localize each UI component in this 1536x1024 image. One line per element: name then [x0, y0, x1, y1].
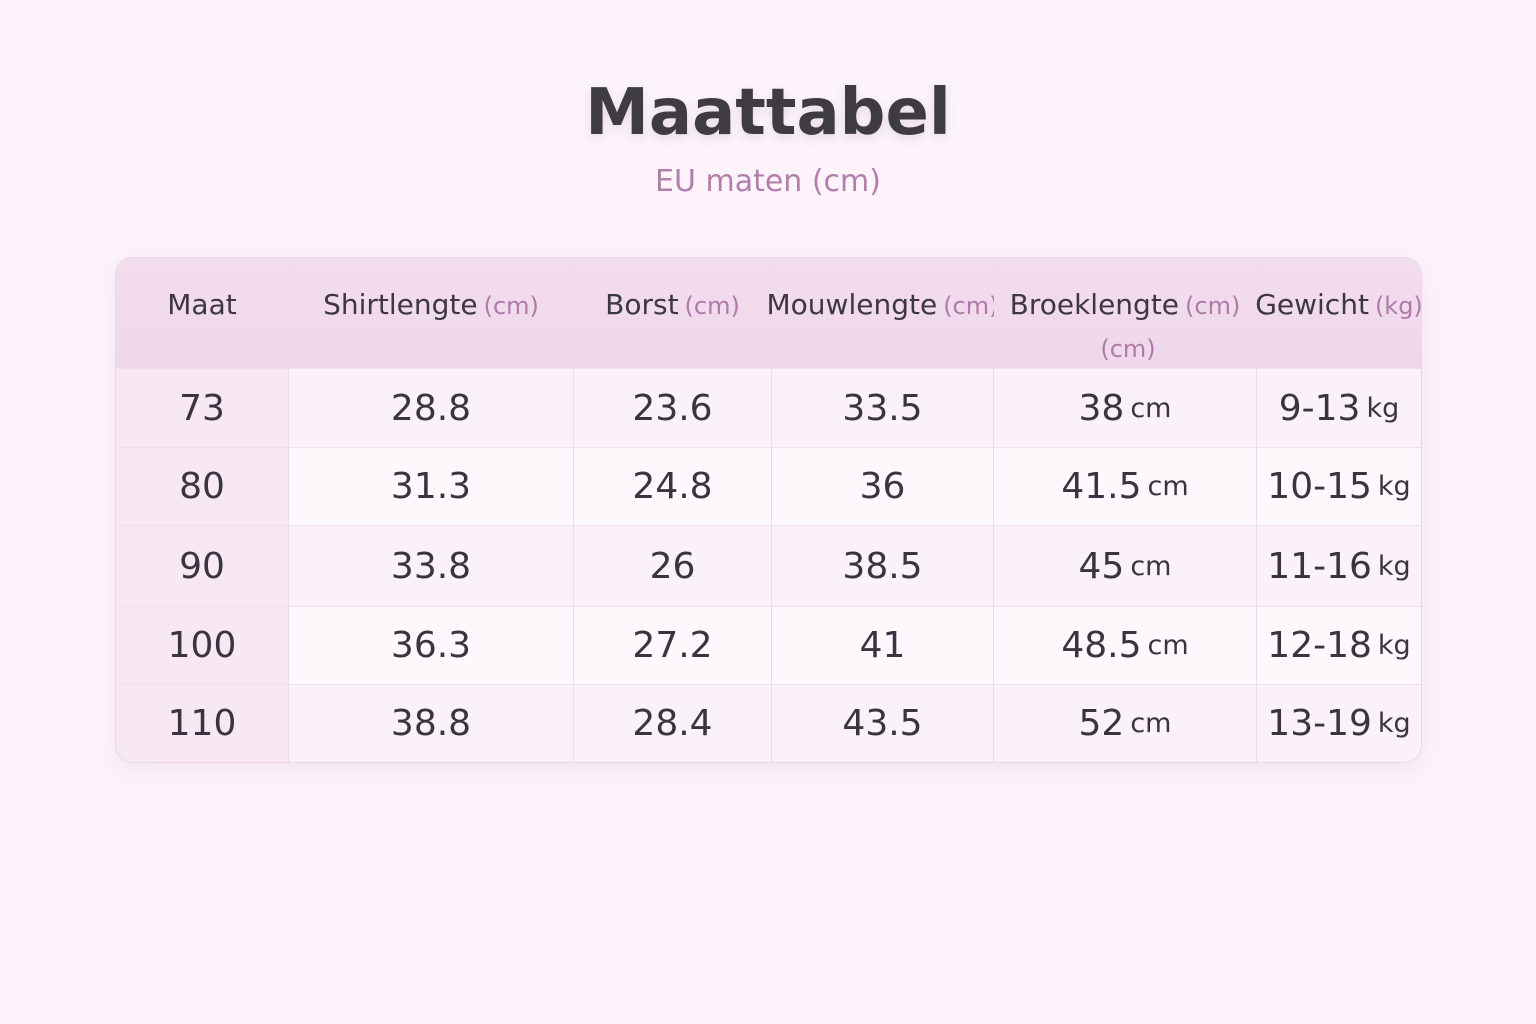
table-cell: 41: [772, 607, 994, 685]
table-cell: 48.5 cm: [994, 607, 1257, 685]
cell-value: 33.5: [842, 387, 923, 429]
cell-value: 36.3: [390, 625, 472, 666]
cell-value: 90: [179, 545, 225, 587]
header-cell: Shirtlengte (cm): [289, 258, 574, 369]
cell-value: 10-15: [1267, 466, 1372, 507]
header-content: Broeklengte (cm)(cm): [998, 284, 1252, 370]
cell-value: 24.8: [632, 466, 713, 507]
cell-value: 100: [167, 625, 237, 666]
cell-unit: cm: [1130, 708, 1172, 739]
table-cell: 90: [116, 526, 289, 607]
cell-value: 27.2: [632, 625, 713, 666]
cell-unit: kg: [1377, 550, 1411, 582]
header-unit: (kg): [1374, 292, 1422, 320]
cell-unit: kg: [1377, 630, 1411, 661]
cell-value: 38.5: [842, 545, 923, 587]
cell-value: 45: [1078, 545, 1125, 587]
cell-value: 12-18: [1267, 625, 1372, 666]
cell-value: 52: [1078, 703, 1125, 744]
header-name: Broeklengte: [1009, 288, 1180, 321]
cell-value: 36: [859, 466, 906, 507]
header-content: Shirtlengte (cm): [323, 284, 539, 327]
table-cell: 110: [116, 685, 289, 762]
table-cell: 33.5: [772, 369, 994, 448]
header-unit: (cm): [1100, 335, 1156, 363]
table-cell: 12-18 kg: [1257, 607, 1421, 685]
table-cell: 13-19 kg: [1257, 685, 1421, 762]
cell-value: 31.3: [390, 466, 472, 507]
table-cell: 45 cm: [994, 526, 1257, 607]
cell-unit: kg: [1377, 471, 1411, 502]
cell-unit: cm: [1147, 471, 1189, 502]
table-cell: 36: [772, 448, 994, 526]
header-name: Maat: [167, 288, 237, 321]
title: Maattabel: [585, 76, 951, 150]
header-unit: (cm): [684, 292, 740, 320]
table-cell: 11-16 kg: [1257, 526, 1421, 607]
cell-value: 9-13: [1278, 387, 1361, 429]
table-cell: 73: [116, 369, 289, 448]
cell-value: 73: [179, 387, 225, 429]
cell-value: 11-16: [1267, 545, 1372, 587]
cell-value: 23.6: [632, 387, 713, 429]
cell-value: 41.5: [1061, 466, 1142, 507]
cell-value: 28.8: [390, 387, 472, 429]
table-cell: 100: [116, 607, 289, 685]
header-name: Borst: [605, 288, 679, 321]
header-unit: (cm): [483, 292, 539, 320]
subtitle: EU maten (cm): [655, 164, 881, 199]
header-name: Shirtlengte: [323, 288, 478, 321]
table-cell: 33.8: [289, 526, 574, 607]
header-cell: Borst (cm): [574, 258, 772, 369]
table-cell: 52 cm: [994, 685, 1257, 762]
cell-unit: cm: [1130, 392, 1172, 424]
header-cell: Mouwlengte (cm): [767, 258, 999, 369]
table-cell: 28.4: [574, 685, 772, 762]
table-cell: 24.8: [574, 448, 772, 526]
table-cell: 36.3: [289, 607, 574, 685]
header-content: Mouwlengte (cm): [767, 284, 999, 327]
table-cell: 31.3: [289, 448, 574, 526]
table-cell: 28.8: [289, 369, 574, 448]
cell-value: 80: [179, 466, 225, 507]
header-cell: Broeklengte (cm)(cm): [994, 258, 1257, 369]
table-cell: 10-15 kg: [1257, 448, 1421, 526]
table-cell: 27.2: [574, 607, 772, 685]
table-cell: 38.5: [772, 526, 994, 607]
header-unit: (cm): [943, 292, 999, 320]
cell-value: 28.4: [632, 703, 713, 744]
header-content: Maat: [167, 284, 236, 326]
cell-value: 38: [1078, 387, 1125, 429]
header-cell: Maat: [116, 258, 289, 369]
table-cell: 38.8: [289, 685, 574, 762]
cell-value: 48.5: [1061, 625, 1142, 666]
table-cell: 43.5: [772, 685, 994, 762]
table-cell: 41.5 cm: [994, 448, 1257, 526]
header-name: Mouwlengte: [766, 288, 938, 321]
header-cell: Gewicht (kg): [1255, 258, 1422, 369]
table-cell: 23.6: [574, 369, 772, 448]
cell-unit: kg: [1366, 392, 1400, 424]
cell-value: 13-19: [1267, 703, 1372, 744]
cell-value: 41: [859, 625, 906, 666]
cell-unit: kg: [1377, 708, 1411, 739]
cell-value: 33.8: [390, 545, 472, 587]
cell-value: 38.8: [390, 703, 472, 744]
header-content: Borst (cm): [605, 284, 740, 327]
table-cell: 26: [574, 526, 772, 607]
size-table: Maat Shirtlengte (cm) Borst (cm) Mouwlengte (c…: [115, 257, 1422, 763]
table-cell: 9-13 kg: [1257, 369, 1421, 448]
cell-unit: cm: [1147, 630, 1189, 661]
table-cell: 80: [116, 448, 289, 526]
header-unit: (cm): [1185, 292, 1241, 320]
cell-value: 43.5: [842, 703, 923, 744]
header-content: Gewicht (kg): [1255, 284, 1422, 327]
cell-unit: cm: [1130, 550, 1172, 582]
cell-value: 110: [167, 703, 237, 744]
cell-value: 26: [649, 545, 696, 587]
header-name: Gewicht: [1255, 288, 1369, 321]
table-cell: 38 cm: [994, 369, 1257, 448]
